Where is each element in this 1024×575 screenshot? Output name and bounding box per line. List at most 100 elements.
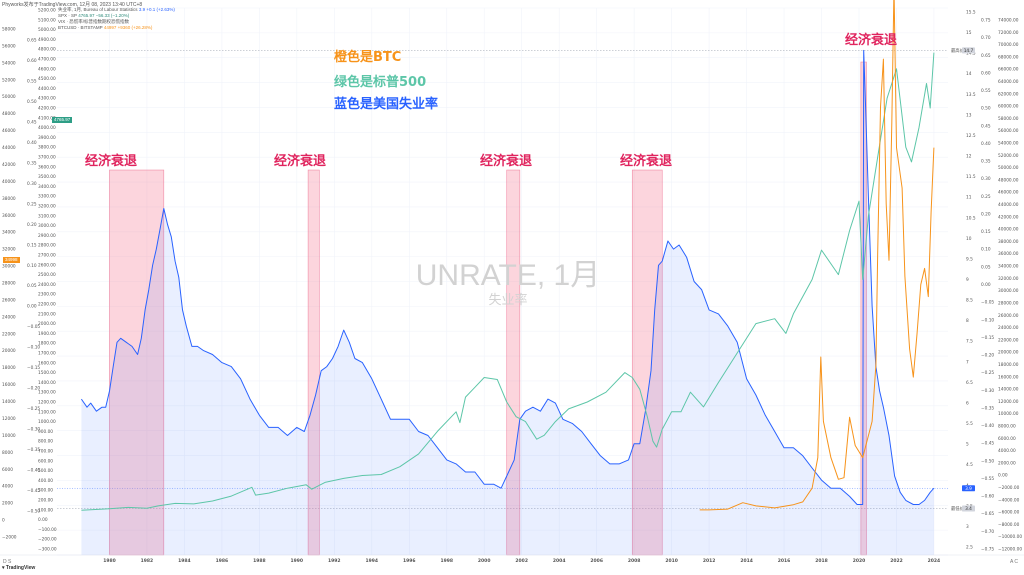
right-btc-tick-label: 68000.00 — [998, 54, 1019, 60]
right-vix-tick-label: −0.35 — [981, 405, 994, 411]
right-vix-tick-label: −0.45 — [981, 441, 994, 447]
left-vix-tick-label: −0.10 — [27, 345, 40, 351]
right-vix-tick-label: −0.55 — [981, 476, 994, 482]
price-tag-label: 最高价 — [951, 47, 965, 54]
right-unrate-tick-label: 14.5 — [966, 51, 976, 57]
left-spx-tick-label: 4300.00 — [38, 96, 56, 102]
right-btc-tick-label: 72000.00 — [998, 30, 1019, 36]
right-btc-tick-label: 42000.00 — [998, 214, 1019, 220]
footer-left-controls[interactable]: D S — [3, 559, 12, 565]
legend-label: BTCUSD · BITSTAMP — [58, 25, 103, 30]
left-btc-tick-label: 38000 — [2, 196, 16, 202]
price-tag-label: 最低价 — [951, 505, 965, 512]
left-vix-tick-label: −0.40 — [27, 468, 40, 474]
left-btc-tick-label: 40000 — [2, 179, 16, 185]
left-spx-tick-label: 4900.00 — [38, 37, 56, 43]
unrate-area — [81, 50, 934, 556]
left-btc-tick-label: 50000 — [2, 94, 16, 100]
legend: 失业率, 1月, Bureau of Labour Statistics 3.9… — [58, 7, 175, 31]
left-spx-tick-label: 1600.00 — [38, 360, 56, 366]
legend-item-spx[interactable]: SPX · SP 4765.97 −56.33 (−1.20%) — [58, 13, 175, 19]
right-vix-tick-label: 0.30 — [981, 176, 991, 182]
x-tick-label: 1992 — [328, 558, 341, 564]
series-line-1 — [81, 52, 935, 511]
left-spx-tick-label: −200.00 — [38, 537, 57, 543]
left-spx-tick-label: 5000.00 — [38, 27, 56, 33]
right-vix-tick-label: 0.70 — [981, 35, 991, 41]
right-btc-tick-label: −10000.00 — [998, 534, 1022, 540]
right-btc-tick-label: 10000.00 — [998, 411, 1019, 417]
left-btc-tick-label: 22000 — [2, 331, 16, 337]
left-spx-tick-label: 1800.00 — [38, 341, 56, 347]
right-btc-tick-label: −8000.00 — [998, 522, 1020, 528]
left-btc-tick-label: 24000 — [2, 314, 16, 320]
left-spx-tick-label: 3300.00 — [38, 194, 56, 200]
right-btc-tick-label: 28000.00 — [998, 301, 1019, 307]
right-unrate-tick-label: 2.5 — [966, 545, 973, 551]
right-unrate-tick-label: 8.5 — [966, 298, 973, 304]
left-spx-tick-label: −100.00 — [38, 527, 57, 533]
left-spx-tick-label: 900.00 — [38, 429, 53, 435]
x-axis: 1980 1982 1984 1986 1988 1990 1992 1994 1996 1998… — [0, 554, 1024, 564]
tv-icon: ▾ — [2, 565, 6, 571]
right-btc-tick-label: 66000.00 — [998, 67, 1019, 73]
right-vix-tick-label: −0.20 — [981, 353, 994, 359]
right-vix-tick-label: −0.75 — [981, 547, 994, 553]
right-unrate-tick-label: 5 — [966, 442, 969, 448]
right-unrate-tick-label: 5.5 — [966, 421, 973, 427]
left-btc-tick-label: 28000 — [2, 281, 16, 287]
legend-value: 4765.97 −56.33 (−1.20%) — [78, 13, 130, 18]
right-vix-tick-label: −0.25 — [981, 370, 994, 376]
right-btc-tick-label: 36000.00 — [998, 251, 1019, 257]
right-vix-tick-label: −0.15 — [981, 335, 994, 341]
legend-item-btc[interactable]: BTCUSD · BITSTAMP 44997 +9360 (+26.28%) — [58, 25, 175, 31]
x-tick-label: 1984 — [178, 558, 191, 564]
right-btc-tick-label: 74000.00 — [998, 18, 1019, 24]
x-tick-label: 1996 — [403, 558, 416, 564]
right-unrate-tick-label: 15.5 — [966, 10, 976, 16]
right-unrate-tick-label: 11.5 — [966, 174, 976, 180]
left-btc-tick-label: 26000 — [2, 297, 16, 303]
right-btc-tick-label: 58000.00 — [998, 116, 1019, 122]
x-tick-label: 2020 — [853, 558, 866, 564]
right-btc-tick-label: 70000.00 — [998, 42, 1019, 48]
left-spx-tick-label: 0.00 — [38, 517, 48, 523]
left-axis-vix: 0.65 0.60 0.55 0.50 0.45 0.40 0.35 0.30 0.25 0.20… — [27, 38, 40, 515]
left-btc-tick-label: 36000 — [2, 213, 16, 219]
left-spx-tick-label: 200.00 — [38, 498, 53, 504]
right-unrate-tick-label: 6 — [966, 401, 969, 407]
legend-label: VIX · 恐慌率/标普指数期权恐慌指数 — [58, 19, 130, 24]
right-btc-tick-label: 0.00 — [998, 473, 1008, 479]
footer-right-controls[interactable]: A C — [1009, 559, 1018, 565]
left-spx-tick-label: 1400.00 — [38, 380, 56, 386]
left-btc-tick-label: 6000 — [2, 467, 13, 473]
right-btc-tick-label: 60000.00 — [998, 104, 1019, 110]
right-unrate-tick-label: 12 — [966, 154, 972, 160]
left-spx-tick-label: 2400.00 — [38, 282, 56, 288]
left-btc-tick-label: 56000 — [2, 43, 16, 49]
right-btc-tick-label: 18000.00 — [998, 362, 1019, 368]
left-spx-tick-label: 1700.00 — [38, 351, 56, 357]
left-spx-tick-label: 2900.00 — [38, 233, 56, 239]
left-spx-tick-label: 5200.00 — [38, 8, 56, 14]
legend-value: 44997 +9360 (+26.28%) — [103, 25, 153, 30]
right-vix-tick-label: 0.20 — [981, 212, 991, 218]
x-tick-label: 2006 — [590, 558, 603, 564]
right-vix-tick-label: −0.50 — [981, 458, 994, 464]
x-tick-label: 1982 — [141, 558, 154, 564]
left-btc-tick-label: 2000 — [2, 501, 13, 507]
right-price-tags: 最高价 14.7 3.9 最低价 3.4 — [951, 47, 975, 512]
legend-item-unrate[interactable]: 失业率, 1月, Bureau of Labour Statistics 3.9… — [58, 7, 175, 13]
legend-item-vix[interactable]: VIX · 恐慌率/标普指数期权恐慌指数 — [58, 19, 175, 25]
left-btc-tick-label: 14000 — [2, 399, 16, 405]
left-btc-tick-label: 30000 — [2, 264, 16, 270]
right-btc-tick-label: 56000.00 — [998, 128, 1019, 134]
x-tick-label: 1998 — [441, 558, 454, 564]
note-spx: 绿色是标普500 — [334, 75, 427, 90]
x-tick-label: 2004 — [553, 558, 566, 564]
left-spx-tick-label: 3700.00 — [38, 155, 56, 161]
legend-label: SPX · SP — [58, 13, 77, 18]
left-btc-tick-label: 8000 — [2, 450, 13, 456]
left-vix-tick-label: 0.40 — [27, 140, 37, 146]
left-btc-tick-label: 16000 — [2, 382, 16, 388]
